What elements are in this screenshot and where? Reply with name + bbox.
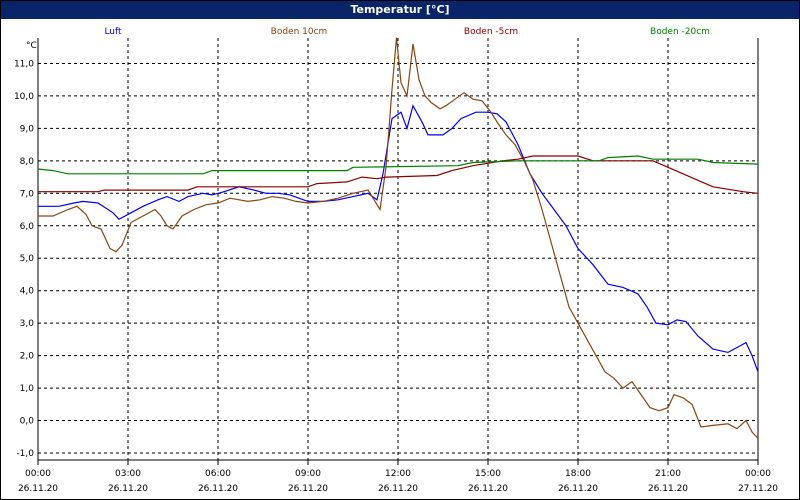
x-tick-time: 00:00	[745, 469, 771, 479]
y-tick-label: 9,0	[20, 124, 35, 134]
y-tick-label: -1,0	[16, 449, 34, 459]
x-tick-time: 21:00	[655, 469, 681, 479]
y-tick-label: 4,0	[20, 287, 35, 297]
x-tick-date: 26.11.20	[18, 484, 58, 494]
x-tick-time: 06:00	[205, 469, 231, 479]
x-tick-time: 00:00	[25, 469, 51, 479]
y-tick-label: 0,0	[20, 417, 35, 427]
x-tick-date: 27.11.20	[738, 484, 778, 494]
x-tick-date: 26.11.20	[468, 484, 508, 494]
x-tick-time: 18:00	[565, 469, 591, 479]
grid	[38, 38, 758, 460]
x-tick-time: 09:00	[295, 469, 321, 479]
y-tick-label: 3,0	[20, 319, 35, 329]
series-line-boden-20cm	[37, 155, 759, 175]
legend: Luft Boden 10cm Boden -5cm Boden -20cm	[104, 27, 710, 37]
x-tick-date: 26.11.20	[288, 484, 328, 494]
y-tick-label: 10,0	[14, 92, 34, 102]
legend-entry: Luft	[104, 27, 122, 37]
legend-entry: Boden -5cm	[464, 27, 518, 37]
x-tick-date: 26.11.20	[108, 484, 148, 494]
y-tick-labels: -1,0 0,0 1,0 2,0 3,0 4,0 5,0 6,0 7,0 8,0 9,0 10,0 11…	[14, 59, 34, 459]
series-line-boden-5cm	[38, 155, 759, 194]
series-lines	[37, 37, 759, 439]
y-axis-label: °C	[26, 41, 37, 51]
x-tick-date: 26.11.20	[648, 484, 688, 494]
y-tick-label: 6,0	[20, 222, 35, 232]
y-tick-label: 7,0	[20, 189, 35, 199]
legend-entry: Boden 10cm	[271, 27, 328, 37]
x-tick-time: 03:00	[115, 469, 141, 479]
series-line-boden-10cm	[38, 37, 759, 439]
x-tick-date: 26.11.20	[378, 484, 418, 494]
x-tick-time: 15:00	[475, 469, 501, 479]
y-tick-label: 5,0	[20, 254, 35, 264]
axes	[37, 38, 759, 465]
y-tick-label: 1,0	[20, 384, 35, 394]
x-tick-time: 12:00	[385, 469, 411, 479]
legend-entry: Boden -20cm	[650, 27, 710, 37]
x-tick-date: 26.11.20	[558, 484, 598, 494]
x-tick-labels: 00:00 26.11.20 03:00 26.11.20 06:00 26.11.20 0…	[18, 469, 778, 494]
x-tick-date: 26.11.20	[198, 484, 238, 494]
chart-title: Temperatur [°C]	[1, 1, 799, 19]
y-tick-label: 11,0	[14, 59, 34, 69]
y-tick-label: 2,0	[20, 352, 35, 362]
series-line-luft	[38, 104, 759, 373]
y-tick-label: 8,0	[20, 157, 35, 167]
